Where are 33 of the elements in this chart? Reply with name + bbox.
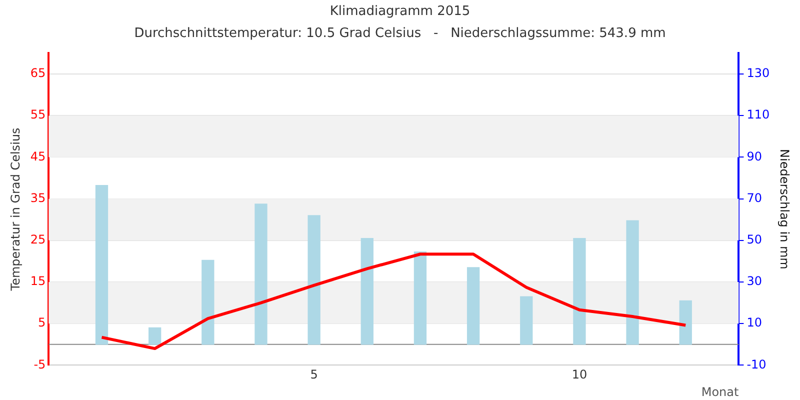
y-tick-label: 35 bbox=[30, 190, 46, 205]
chart-subtitle: Durchschnittstemperatur: 10.5 Grad Celsius - Niederschlagssumme: 543.9 mm bbox=[134, 26, 666, 41]
bar bbox=[466, 267, 480, 345]
bar bbox=[202, 260, 214, 345]
bar bbox=[254, 204, 268, 345]
bar bbox=[360, 238, 374, 345]
y-tick-label: -5 bbox=[34, 357, 46, 372]
y2-tick-label: 70 bbox=[746, 190, 762, 205]
y2-tick-label: 130 bbox=[746, 66, 770, 80]
y2-tick-label: 50 bbox=[746, 232, 762, 247]
y-tick-label: 55 bbox=[30, 108, 46, 122]
y2-tick-label: 10 bbox=[746, 316, 762, 330]
bar bbox=[573, 238, 586, 345]
y-tick-label: 15 bbox=[30, 274, 46, 288]
y-tick-label: 25 bbox=[30, 232, 46, 247]
x-axis-title: Monat bbox=[701, 384, 739, 399]
bar bbox=[679, 300, 692, 345]
y2-tick-label: -10 bbox=[746, 357, 766, 372]
bar bbox=[95, 184, 108, 345]
bar bbox=[626, 220, 639, 345]
y2-tick-label: 90 bbox=[746, 149, 762, 164]
bar bbox=[520, 296, 533, 345]
y-tick-label: 45 bbox=[30, 149, 46, 164]
y-tick-label: 65 bbox=[30, 66, 46, 80]
y-axis-title: Temperatur in Grad Celsius bbox=[8, 128, 22, 292]
y2-axis-title: Niederschlag in mm bbox=[778, 149, 792, 270]
bar bbox=[414, 252, 427, 345]
chart-title: Klimadiagramm 2015 bbox=[330, 4, 470, 20]
bar bbox=[308, 215, 320, 345]
bar bbox=[148, 327, 162, 345]
y-tick-label: 5 bbox=[38, 316, 46, 330]
y2-tick-label: 30 bbox=[746, 274, 762, 288]
y2-tick-label: 110 bbox=[746, 108, 770, 122]
